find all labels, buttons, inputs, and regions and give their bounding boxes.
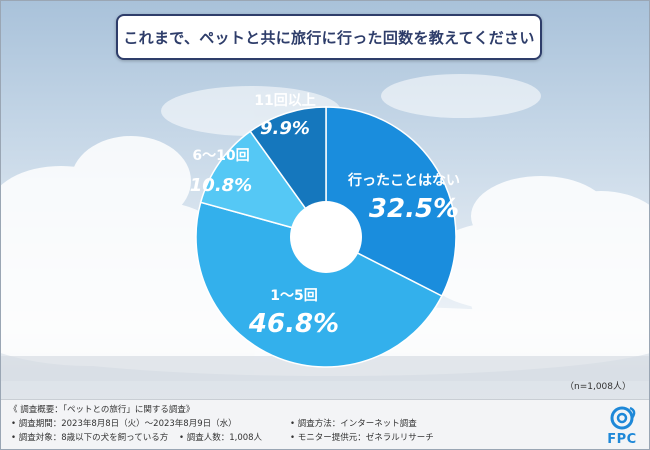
slice-label-group-1: 1～5回 46.8%: [248, 288, 339, 339]
slice-category-label: 1～5回: [270, 288, 317, 304]
title-banner: これまで、ペットと共に旅行に行った回数を教えてください: [116, 14, 542, 60]
slice-value-label: 46.8%: [248, 309, 339, 339]
pie-slice-3: [249, 106, 327, 240]
slice-category-label: 11回以上: [254, 93, 315, 109]
slice-value-label: 32.5%: [369, 194, 459, 224]
survey-period: 調査期間：2023年8月8日（火）～2023年8月9日（水）: [11, 417, 237, 429]
slice-value-label: 9.9%: [260, 118, 310, 139]
slice-category-label: 6～10回: [192, 148, 249, 164]
slice-label-group-0: 行ったことはない 32.5%: [347, 172, 460, 224]
slice-value-label: 10.8%: [190, 175, 252, 196]
logo-text: FPC: [607, 432, 637, 447]
swirl-icon: [610, 406, 636, 430]
survey-monitor: モニター提供元：ゼネラルリサーチ: [290, 431, 434, 443]
survey-method: 調査方法：インターネット調査: [290, 417, 417, 429]
slice-label-group-2: 6～10回 10.8%: [190, 148, 252, 196]
donut-hole: [290, 201, 362, 273]
pie-slice-2: [199, 130, 328, 239]
fpc-logo: FPC: [601, 405, 643, 447]
slice-category-label: 行ったことはない: [347, 172, 460, 189]
sample-size-note: （n=1,008人）: [564, 382, 631, 392]
pie-slice-1: [195, 201, 443, 368]
chart-title: これまで、ペットと共に旅行に行った回数を教えてください: [123, 28, 535, 47]
slice-label-group-3: 11回以上 9.9%: [254, 93, 315, 139]
survey-count: 調査人数：1,008人: [179, 431, 262, 443]
donut-chart: 行ったことはない 32.5% 1～5回 46.8% 6～10回 10.8% 11…: [190, 93, 460, 368]
survey-title: 《 調査概要：「ペットとの旅行」に関する調査》: [9, 405, 195, 415]
survey-target: 調査対象：8歳以下の犬を飼っている方: [11, 431, 169, 443]
cloud-background: [1, 74, 649, 381]
